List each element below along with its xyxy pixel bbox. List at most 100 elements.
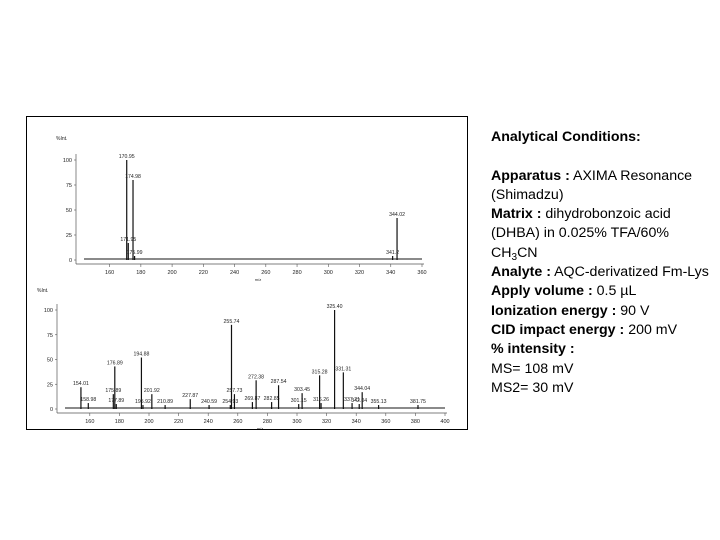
ms2-xtick-label: 280	[263, 419, 272, 425]
ms2-peak-label: 227.87	[182, 393, 198, 399]
ms2-peak-label: 287.54	[271, 379, 287, 385]
intensity-label: % intensity :	[491, 341, 575, 358]
cid-line: CID impact energy : 200 mV	[491, 321, 713, 340]
ms-xtick-label: 360	[417, 270, 426, 276]
matrix-subscript: 3	[511, 251, 518, 263]
ionization-value: 90 V	[616, 302, 650, 319]
ms2-peak-label: 158.98	[80, 397, 96, 403]
apply-volume-line: Apply volume : 0.5 µL	[491, 282, 713, 301]
ms2-peak-label: 355.13	[371, 399, 387, 405]
ms2-peak-label: 257.73	[227, 388, 243, 394]
apparatus-label: Apparatus :	[491, 167, 570, 184]
ms2-xtick-label: 180	[115, 419, 124, 425]
ms2-peak-label: 176.89	[107, 360, 123, 366]
ionization-line: Ionization energy : 90 V	[491, 302, 713, 321]
ms2-ytick-label: 25	[47, 382, 53, 388]
ms-xlabel: m/z	[255, 277, 261, 282]
ms-xtick-label: 340	[386, 270, 395, 276]
ms2-peak-label: 175.89	[105, 388, 121, 394]
ms-ytick-label: 75	[66, 183, 72, 189]
ms2-peak-label: 201.92	[144, 388, 160, 394]
ms2-peak-label: 344.04	[354, 386, 370, 392]
ms-xtick-label: 280	[292, 270, 301, 276]
ms-xtick-label: 300	[324, 270, 333, 276]
analytical-conditions-panel: Analytical Conditions: Apparatus : AXIMA…	[491, 128, 713, 398]
analyte-value: AQC-derivatized Fm-Lys	[550, 264, 709, 281]
ms2-peak-label: 269.87	[244, 396, 260, 402]
cid-value: 200 mV	[624, 321, 678, 338]
ms2-xtick-label: 360	[381, 419, 390, 425]
apply-volume-value: 0.5 µL	[592, 283, 637, 300]
ms2-peak-label: 240.59	[201, 399, 217, 405]
apparatus-line: Apparatus : AXIMA Resonance (Shimadzu)	[491, 167, 713, 206]
ms-ytick-label: 0	[69, 258, 72, 264]
mass-spectra-svg: %Int. 0 25 50 75 100 160 180 200 220 240 260 280 300 3…	[37, 136, 450, 429]
cid-label: CID impact energy :	[491, 321, 625, 338]
ms2-peak-label: 194.88	[133, 352, 149, 358]
spectra-figure: %Int. 0 25 50 75 100 160 180 200 220 240 260 280 300 3…	[26, 116, 468, 430]
ms2-intensity: MS2= 30 mV	[491, 379, 574, 396]
ms2-ytick-label: 75	[47, 333, 53, 339]
ms-ytick-label: 25	[66, 233, 72, 239]
ms2-peak-label: 177.89	[108, 398, 124, 404]
matrix-label: Matrix :	[491, 206, 542, 223]
ionization-label: Ionization energy :	[491, 302, 617, 319]
ms-xtick-label: 260	[261, 270, 270, 276]
matrix-tail: CN	[517, 244, 538, 261]
ms2-xtick-label: 300	[292, 419, 301, 425]
ms-xtick-label: 180	[136, 270, 145, 276]
analyte-line: Analyte : AQC-derivatized Fm-Lys	[491, 263, 713, 282]
ms2-ytick-label: 0	[50, 407, 53, 413]
ms-ytick-label: 100	[63, 158, 72, 164]
ms2-xtick-label: 240	[204, 419, 213, 425]
ms2-xlabel: m/z	[257, 426, 263, 429]
ms-peak-label: 174.98	[125, 174, 141, 180]
ms-peak-label: 170.95	[119, 154, 135, 160]
ms2-peak-label: 255.74	[224, 319, 240, 325]
ms-xtick-label: 220	[199, 270, 208, 276]
ms-peak-label: 171.95	[120, 237, 136, 243]
ms2-peak-label: 254.93	[222, 399, 238, 405]
ms2-peak-label: 282.85	[264, 396, 280, 402]
apply-volume-label: Apply volume :	[491, 283, 593, 300]
ms2-xtick-label: 220	[174, 419, 183, 425]
ms-xtick-label: 240	[230, 270, 239, 276]
ms2-peak-label: 331.31	[335, 366, 351, 372]
ms2-peak-label: 315.28	[312, 369, 328, 375]
analyte-label: Analyte :	[491, 264, 551, 281]
ms-xtick-label: 200	[168, 270, 177, 276]
apparatus-value: AXIMA Resonance (Shimadzu)	[491, 167, 693, 203]
ms2-peak-label: 381.75	[410, 399, 426, 405]
ms2-peak-label: 195.92	[135, 399, 151, 405]
ms2-xtick-label: 320	[322, 419, 331, 425]
ms2-peak-label: 272.38	[248, 374, 264, 380]
ms-intensity: MS= 108 mV	[491, 360, 574, 377]
ms2-xtick-label: 260	[233, 419, 242, 425]
blank-line	[491, 147, 713, 166]
ms2-ytick-label: 50	[47, 358, 53, 364]
ms2-peak-label: 301.15	[291, 398, 307, 404]
ms2-xtick-label: 340	[352, 419, 361, 425]
ms2-peak-label: 342.04	[351, 398, 367, 404]
ms2-peak-label: 303.45	[294, 387, 310, 393]
ms-peak-label: 344.02	[389, 212, 405, 218]
ms2-peak-label: 154.01	[73, 381, 89, 387]
ms2-peak-label: 325.40	[327, 304, 343, 310]
ms2-xtick-label: 200	[144, 419, 153, 425]
ms-ylabel: %Int.	[56, 136, 67, 142]
ms2-xtick-label: 400	[440, 419, 449, 425]
ms-ytick-label: 50	[66, 208, 72, 214]
ms-xtick-label: 160	[105, 270, 114, 276]
ms-xtick-label: 320	[355, 270, 364, 276]
conditions-title: Analytical Conditions:	[491, 129, 641, 145]
ms2-ylabel: %Int.	[37, 288, 48, 294]
ms2-peak-label: 337.21	[344, 397, 360, 403]
ms2-xtick-label: 380	[411, 419, 420, 425]
matrix-line: Matrix : dihydrobonzoic acid (DHBA) in 0…	[491, 205, 713, 263]
ms2-peak-label: 210.89	[157, 399, 173, 405]
ms2-peak-label: 316.26	[313, 397, 329, 403]
ms-peak-label: 341.2	[386, 250, 399, 256]
matrix-value: dihydrobonzoic acid (DHBA) in 0.025% TFA…	[491, 206, 671, 261]
ms-peak-label: 175.99	[127, 250, 143, 256]
ms2-xtick-label: 160	[85, 419, 94, 425]
